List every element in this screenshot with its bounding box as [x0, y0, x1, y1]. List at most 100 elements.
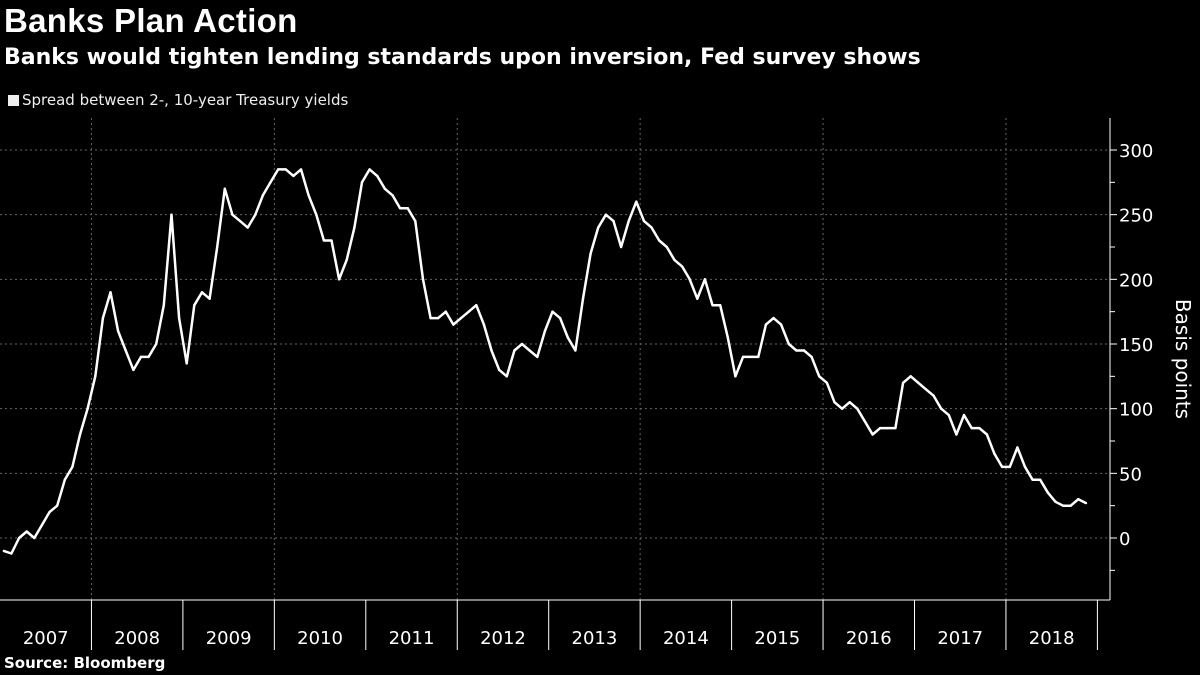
data-point: [170, 213, 173, 216]
data-point: [238, 219, 242, 223]
data-point: [360, 181, 364, 184]
data-point: [749, 355, 752, 359]
data-point: [703, 278, 707, 281]
y-tick-label: 300: [1119, 141, 1153, 162]
data-point: [475, 304, 478, 307]
x-tick-label: 2008: [114, 628, 160, 649]
legend-swatch: [8, 94, 19, 106]
data-point: [490, 349, 493, 352]
data-point: [25, 530, 28, 533]
data-point: [63, 478, 66, 481]
data-point: [604, 213, 608, 216]
data-point: [223, 187, 227, 190]
data-point: [650, 226, 653, 229]
data-point: [177, 316, 181, 320]
x-tick-label: 2016: [846, 628, 892, 649]
data-point: [124, 349, 127, 352]
data-point: [208, 297, 211, 300]
data-point: [1039, 478, 1042, 481]
data-point: [741, 355, 745, 359]
data-point: [33, 536, 36, 540]
data-point: [665, 245, 669, 249]
data-point: [917, 381, 920, 384]
data-point: [696, 297, 699, 300]
data-point: [635, 200, 638, 203]
data-point: [40, 523, 44, 527]
data-point: [566, 336, 569, 339]
data-point: [642, 219, 646, 223]
y-tick-label: 0: [1119, 529, 1130, 550]
data-point: [909, 375, 912, 378]
data-point: [955, 433, 958, 436]
data-point: [48, 510, 51, 514]
x-tick-label: 2014: [663, 628, 709, 649]
data-point: [246, 226, 249, 229]
data-point: [856, 407, 859, 410]
data-point: [536, 355, 539, 359]
x-tick-label: 2009: [206, 628, 252, 649]
x-tick-label: 2018: [1029, 628, 1075, 649]
data-point: [78, 433, 82, 436]
data-point: [101, 316, 105, 320]
data-point: [528, 349, 531, 352]
data-point: [330, 239, 333, 242]
data-point: [558, 316, 562, 320]
data-point: [284, 168, 287, 171]
data-point: [939, 407, 943, 410]
data-point: [589, 252, 592, 255]
data-point: [315, 213, 318, 216]
data-point: [132, 368, 135, 372]
data-point: [947, 413, 950, 417]
data-point: [429, 316, 432, 320]
data-point: [932, 394, 935, 397]
x-tick-label: 2007: [23, 628, 69, 649]
data-point: [520, 342, 524, 346]
data-point: [185, 362, 188, 365]
data-point: [718, 304, 722, 307]
data-point: [840, 407, 844, 410]
data-point: [688, 278, 691, 281]
data-point: [116, 329, 120, 333]
y-axis-label: Basis points: [1171, 299, 1195, 419]
y-tick-label: 150: [1119, 335, 1153, 356]
data-point: [444, 310, 448, 313]
data-point: [86, 407, 89, 410]
data-point: [254, 213, 257, 216]
data-point: [261, 194, 265, 197]
data-point: [1077, 498, 1080, 501]
data-point: [421, 278, 425, 281]
data-point: [406, 207, 409, 210]
x-tick-label: 2011: [389, 628, 435, 649]
data-point: [1046, 491, 1050, 494]
data-point: [17, 536, 21, 540]
data-point: [581, 297, 585, 300]
data-point: [94, 375, 97, 378]
data-point: [1054, 500, 1057, 503]
data-point: [193, 304, 196, 307]
data-point: [726, 336, 729, 339]
data-point: [1061, 504, 1065, 507]
data-point: [597, 226, 600, 229]
data-point: [155, 342, 158, 346]
data-point: [810, 355, 813, 359]
data-point: [612, 219, 615, 223]
data-point: [467, 310, 470, 313]
y-tick-label: 100: [1119, 400, 1153, 421]
data-point: [734, 375, 737, 378]
data-point: [795, 349, 798, 352]
data-point: [337, 278, 341, 281]
data-point: [162, 304, 166, 307]
y-tick-label: 250: [1119, 206, 1153, 227]
data-point: [970, 426, 973, 430]
data-point: [200, 291, 204, 294]
data-point: [398, 207, 402, 210]
data-point: [871, 433, 874, 436]
x-tick-label: 2015: [754, 628, 800, 649]
data-point: [802, 349, 806, 352]
data-point: [147, 355, 150, 359]
data-point: [673, 258, 676, 262]
chart-subtitle: Banks would tighten lending standards up…: [4, 45, 921, 70]
data-point: [459, 316, 463, 320]
data-point: [1031, 478, 1034, 481]
